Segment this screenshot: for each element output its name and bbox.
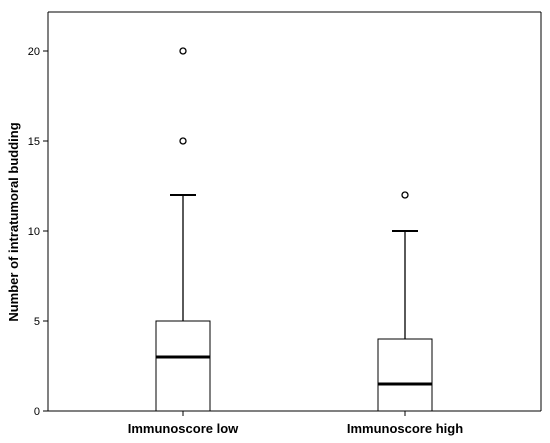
y-tick-label: 5	[34, 316, 40, 328]
iqr-box	[155, 320, 211, 412]
x-category-label: Immunoscore high	[347, 421, 463, 436]
outlier-point	[401, 191, 409, 199]
y-tick-label: 0	[34, 406, 40, 418]
box-group-immunoscore-high	[377, 191, 433, 412]
outlier-point	[179, 47, 187, 55]
x-category-label: Immunoscore low	[128, 421, 239, 436]
plot-area	[47, 11, 542, 412]
iqr-box	[377, 338, 433, 412]
y-axis-ticks: 0 5 10 15 20	[28, 46, 48, 418]
y-tick-label: 10	[28, 226, 40, 238]
outlier-point	[179, 137, 187, 145]
y-tick-label: 15	[28, 136, 40, 148]
x-axis-labels: Immunoscore low Immunoscore high	[128, 411, 463, 436]
boxes-group	[155, 47, 433, 412]
y-tick-label: 20	[28, 46, 40, 58]
box-group-immunoscore-low	[155, 47, 211, 412]
y-axis-title: Number of intratumoral budding	[6, 122, 21, 321]
